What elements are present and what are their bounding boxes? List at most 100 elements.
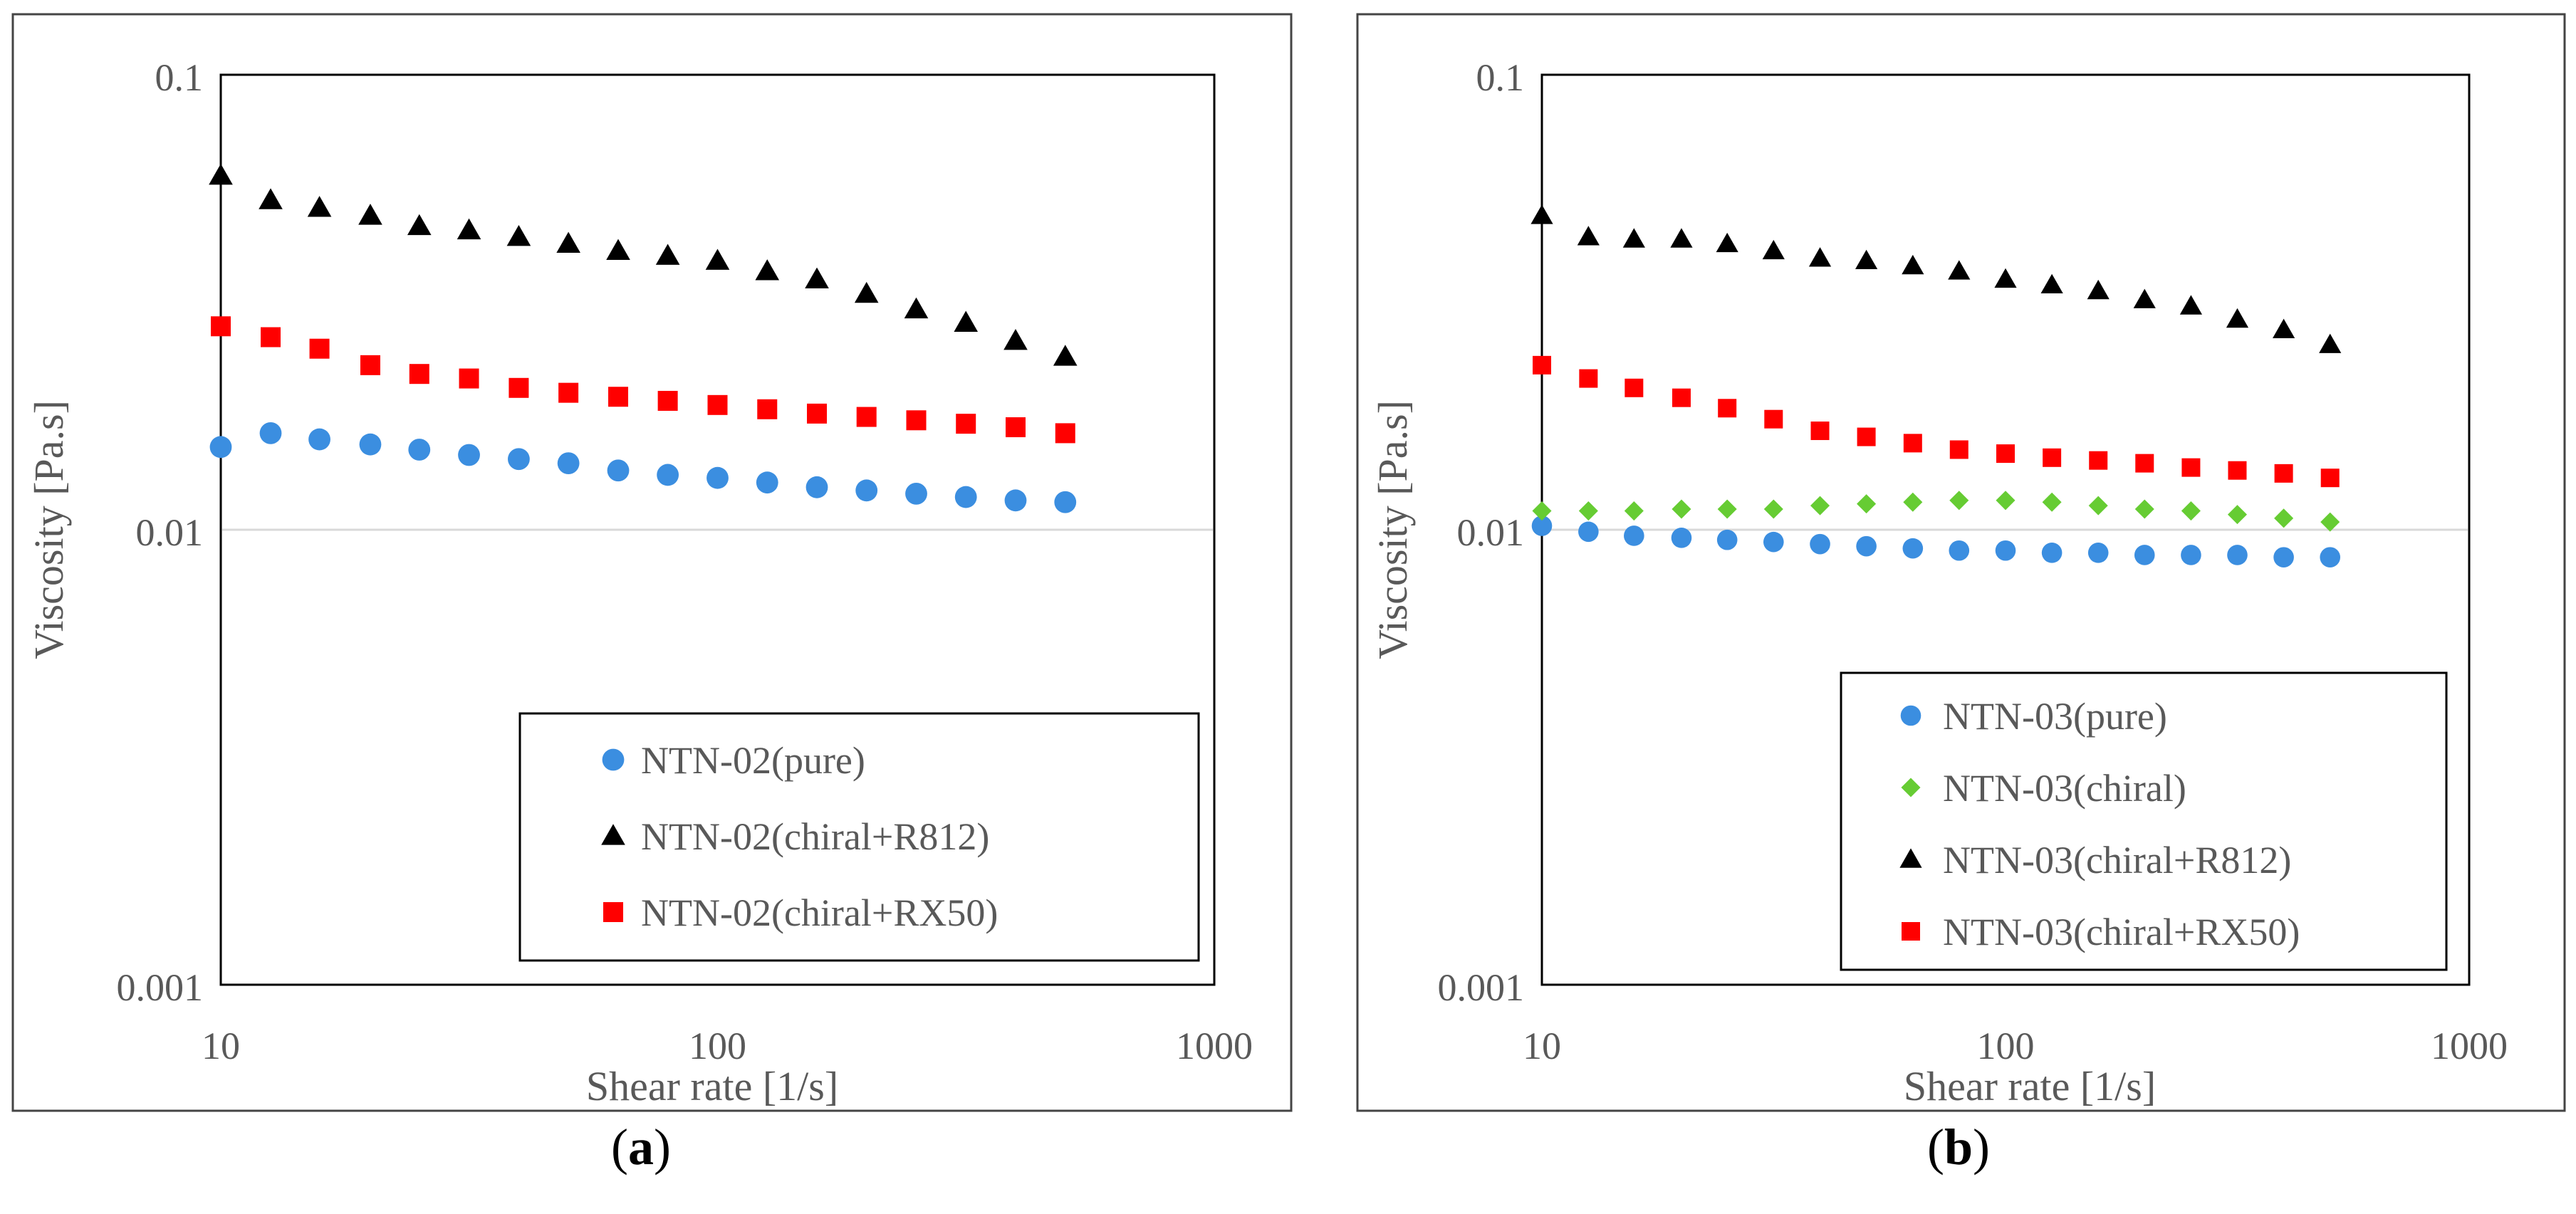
panel-b-data-point: [1531, 516, 1553, 536]
panel-a-data-point: [1005, 417, 1026, 438]
panel-a-data-point: [558, 382, 579, 403]
panel-b-data-point: [1624, 525, 1644, 546]
panel-a-x-tick-label: 10: [202, 1025, 240, 1067]
panel-b-data-point: [2087, 543, 2109, 563]
panel-b-data-point: [1577, 226, 1600, 246]
panel-b-data-point: [2181, 545, 2201, 565]
panel-b-data-point: [2320, 547, 2341, 567]
panel-a-data-point: [509, 377, 529, 398]
panel-b-data-point: [2320, 469, 2340, 488]
panel-b-data-point: [2134, 499, 2154, 519]
panel-b-data-point: [2319, 333, 2342, 353]
panel-b-legend-marker: [1902, 922, 1920, 941]
panel-a-data-point: [657, 464, 679, 486]
panel-a-data-point: [1053, 345, 1078, 366]
panel-a-data-point: [705, 248, 730, 270]
panel-b-data-point: [1716, 529, 1738, 550]
panel-b-data-point: [1671, 528, 1692, 548]
panel-b-data-point: [1902, 254, 1924, 275]
caption-b: (b): [1887, 1118, 2030, 1177]
panel-a-chart: 0.1 0.01 0.001 10 100 1000 Viscosity [Pa.s] She…: [26, 56, 1253, 1109]
panel-a-data-point: [457, 218, 481, 240]
panel-b-data-point: [1718, 399, 1737, 418]
panel-a-data-point: [508, 448, 530, 471]
panel-b-data-point: [1672, 388, 1691, 407]
panel-a-data-point: [954, 310, 979, 332]
panel-a-data-point: [261, 327, 281, 347]
panel-a-data-point: [854, 281, 879, 303]
panel-a-data-point: [1055, 423, 1075, 444]
panel-b-data-point: [1856, 535, 1877, 557]
panel-b-legend-marker: [1899, 848, 1922, 868]
panel-b-data-point: [2274, 464, 2293, 483]
panel-a-data-point: [807, 403, 828, 424]
panel-a-data-point: [259, 188, 283, 209]
panel-b-data-point: [2134, 545, 2155, 565]
panel-a-data-point: [1054, 491, 1077, 513]
panel-a-y-tick-label: 0.001: [117, 966, 204, 1009]
panel-b-data-point: [1763, 531, 1784, 553]
panel-a-legend-marker: [601, 824, 625, 845]
panel-b-y-tick-label: 0.01: [1457, 511, 1525, 554]
panel-a-data-point: [707, 394, 728, 415]
panel-a-y-axis-label: Viscosity [Pa.s]: [26, 400, 72, 659]
caption-b-open: (: [1926, 1119, 1944, 1176]
panel-a-data-point: [905, 483, 927, 505]
panel-a-legend-marker: [602, 748, 625, 771]
panel-b-data-point: [1810, 533, 1830, 555]
caption-a: (a): [570, 1118, 712, 1177]
panel-b-data-point: [2089, 451, 2108, 470]
panel-b-legend-label: NTN-03(chiral): [1943, 767, 2186, 810]
panel-a-data-point: [359, 433, 382, 456]
panel-a-data-point: [706, 466, 729, 489]
panel-a-data-point: [757, 399, 778, 419]
panel-a-data-point: [308, 428, 330, 451]
panel-a-legend-label: NTN-02(pure): [641, 739, 865, 782]
panel-a-data-point: [657, 390, 678, 411]
panel-b-data-point: [2042, 492, 2062, 512]
panel-a-data-point: [956, 414, 976, 434]
panel-b-data-point: [1857, 494, 1877, 514]
panel-a-data-point: [954, 486, 977, 508]
panel-b-data-point: [1996, 491, 2016, 511]
panel-a-legend: [518, 712, 1200, 962]
panel-b-data-point: [2226, 308, 2249, 328]
panel-b-data-point: [1625, 378, 1644, 397]
caption-a-open: (: [611, 1119, 628, 1176]
panel-b-data-point: [1949, 540, 1970, 561]
caption-b-label: b: [1944, 1119, 1973, 1176]
panel-b-data-point: [1948, 260, 1971, 280]
panel-a-data-point: [309, 338, 330, 359]
panel-a-data-point: [607, 459, 630, 482]
panel-b-data-point: [2320, 512, 2340, 532]
panel-b-data-point: [1810, 422, 1830, 441]
panel-b-data-point: [1996, 444, 2015, 464]
panel-b-legend-label: NTN-03(pure): [1943, 695, 2167, 738]
panel-b-chart: 0.1 0.01 0.001 10 100 1000 Viscosity [Pa.s] She…: [1370, 56, 2508, 1109]
panel-b-data-point: [2181, 458, 2201, 477]
panel-a-data-point: [904, 297, 929, 319]
panel-b-data-point: [2087, 279, 2110, 300]
panel-b-data-point: [2088, 496, 2108, 516]
panel-a-data-point: [855, 479, 878, 502]
panel-a-legend-marker: [603, 902, 623, 922]
panel-b-legend: [1840, 671, 2448, 971]
panel-b-data-point: [2133, 288, 2156, 308]
panel-a-data-point: [557, 452, 580, 475]
panel-a-data-point: [1003, 329, 1028, 350]
panel-b-data-point: [1622, 228, 1645, 248]
panel-b-data-point: [1717, 499, 1737, 519]
panel-b-data-point: [2040, 273, 2063, 294]
panel-a-x-tick-label: 100: [689, 1025, 746, 1067]
panel-a-data-point: [211, 316, 231, 337]
panel-b-data-point: [2272, 318, 2295, 338]
panel-a-data-point: [209, 436, 232, 459]
panel-b-data-point: [1579, 369, 1598, 388]
panel-b-data-point: [1716, 232, 1738, 253]
panel-b-data-point: [1995, 540, 2016, 561]
panel-b-data-point: [2041, 543, 2063, 563]
panel-b-data-point: [2181, 501, 2201, 521]
panel-a-y-tick-label: 0.1: [155, 56, 204, 99]
panel-a-data-point: [407, 214, 432, 236]
panel-b-data-point: [1578, 521, 1599, 543]
